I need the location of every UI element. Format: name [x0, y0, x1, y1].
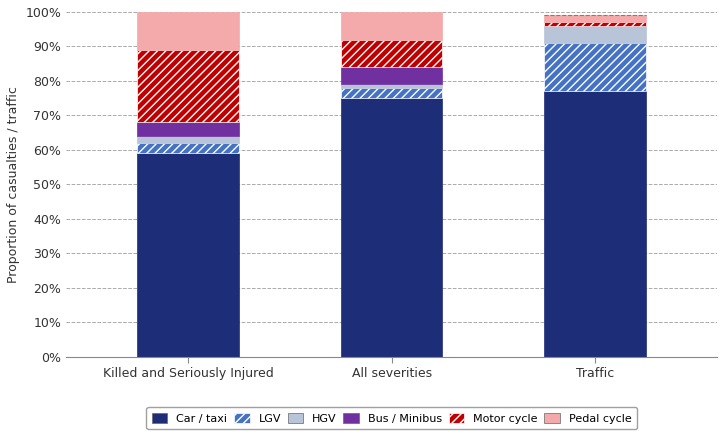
Bar: [138, 12, 239, 50]
Legend: Car / taxi, LGV, HGV, Bus / Minibus, Motor cycle, Pedal cycle: Car / taxi, LGV, HGV, Bus / Minibus, Mot…: [146, 407, 637, 429]
Bar: [138, 122, 239, 136]
Bar: [341, 12, 442, 40]
Bar: [544, 91, 646, 357]
Bar: [341, 84, 442, 88]
Bar: [544, 16, 646, 22]
Bar: [341, 40, 442, 67]
Bar: [544, 43, 646, 91]
Bar: [138, 136, 239, 143]
Bar: [341, 88, 442, 98]
Y-axis label: Proportion of casualties / traffic: Proportion of casualties / traffic: [7, 86, 20, 283]
Bar: [341, 67, 442, 84]
Bar: [138, 143, 239, 153]
Bar: [138, 153, 239, 357]
Bar: [544, 26, 646, 43]
Bar: [138, 50, 239, 122]
Bar: [341, 98, 442, 357]
Bar: [544, 22, 646, 26]
